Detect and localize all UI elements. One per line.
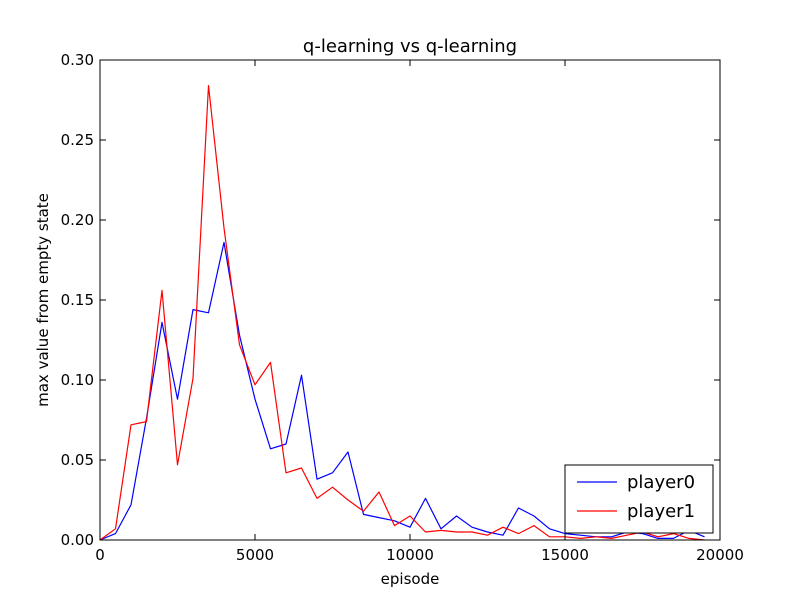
legend-box xyxy=(564,464,714,534)
x-axis-label: episode xyxy=(381,570,440,588)
legend-label-player0: player0 xyxy=(627,472,695,493)
x-tick-label: 20000 xyxy=(696,546,744,564)
chart-title: q-learning vs q-learning xyxy=(303,36,517,57)
series-line-player0 xyxy=(99,241,705,541)
x-tick-label: 15000 xyxy=(541,546,589,564)
y-tick-label: 0.20 xyxy=(61,211,94,229)
legend-label-player1: player1 xyxy=(627,501,695,522)
x-tick-label: 10000 xyxy=(386,546,434,564)
x-tick-label: 0 xyxy=(95,546,105,564)
y-tick-label: 0.10 xyxy=(61,371,94,389)
y-tick-label: 0.25 xyxy=(61,131,94,149)
y-tick-label: 0.30 xyxy=(61,51,94,69)
y-axis-label: max value from empty state xyxy=(34,193,52,407)
y-tick-label: 0.05 xyxy=(61,451,94,469)
y-tick-label: 0.15 xyxy=(61,291,94,309)
plot-area: 0 5000 10000 15000 20000 0.00 0.05 0.10 0.15 0.20… xyxy=(61,51,744,564)
x-tick-label: 5000 xyxy=(236,546,274,564)
series-line-player1 xyxy=(99,84,705,541)
y-tick-label: 0.00 xyxy=(61,531,94,549)
